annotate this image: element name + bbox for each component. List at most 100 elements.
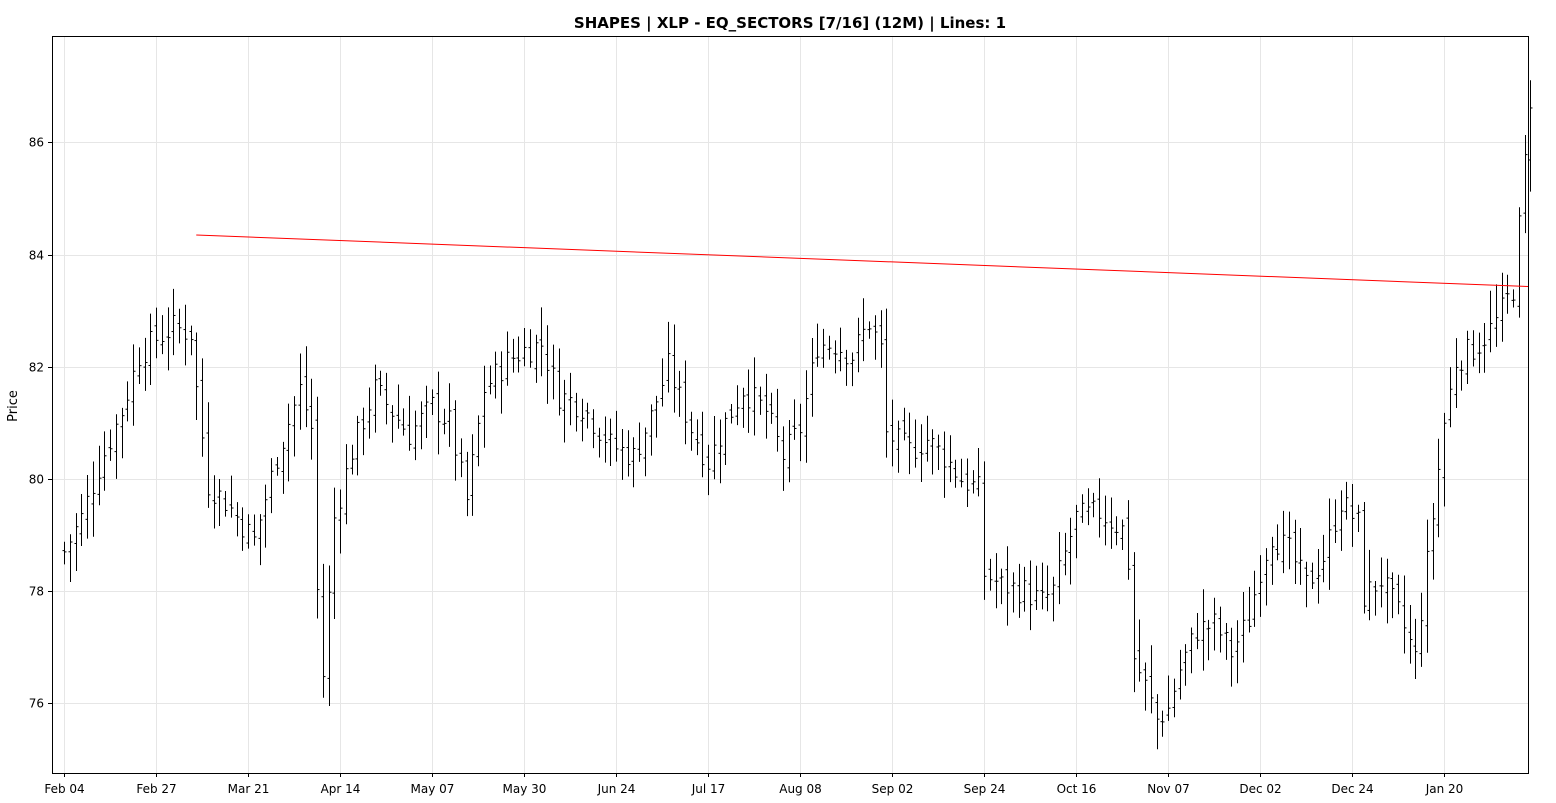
ohlc-bar (1287, 511, 1292, 570)
ohlc-bar (361, 407, 366, 456)
ohlc-bar (74, 513, 79, 571)
ohlc-bar (1189, 627, 1194, 674)
ohlc-bar (994, 553, 999, 609)
ohlc-bar (1488, 290, 1493, 353)
ohlc-bar (1321, 534, 1326, 583)
ohlc-bar (1482, 323, 1487, 373)
ohlc-bar (1500, 272, 1505, 342)
ohlc-bar (120, 407, 125, 459)
ohlc-bar (1057, 532, 1062, 605)
ohlc-bar (948, 435, 953, 483)
ohlc-bar (68, 534, 73, 583)
ohlc-bar (913, 419, 918, 468)
ohlc-bar (1183, 644, 1188, 686)
ohlc-bar (1281, 510, 1286, 574)
ohlc-bar (442, 408, 447, 435)
ohlc-bar (384, 372, 389, 425)
ohlc-bar (223, 490, 228, 517)
x-tick-label: Jul 17 (691, 782, 726, 796)
ohlc-bar (1143, 662, 1148, 711)
ohlc-bar (1132, 552, 1137, 693)
ohlc-bar (1270, 536, 1275, 585)
ohlc-bar (1109, 497, 1114, 549)
ohlc-bar (1097, 478, 1102, 538)
trendlines (196, 234, 1529, 288)
ohlc-bar (1293, 519, 1298, 585)
ohlc-bar (321, 563, 326, 698)
ohlc-bar (626, 430, 631, 477)
ohlc-bar (206, 402, 211, 508)
ohlc-bar (1402, 575, 1407, 654)
ohlc-bar (240, 507, 245, 551)
ohlc-bar (79, 494, 84, 547)
ohlc-bar (1459, 360, 1464, 391)
ohlc-bar (62, 541, 67, 565)
ohlc-bar (1350, 484, 1355, 547)
ohlc-bar (505, 331, 510, 386)
y-tick-label: 84 (29, 249, 44, 263)
ohlc-bar (1224, 622, 1229, 660)
x-tick-label: Mar 21 (228, 782, 270, 796)
x-tick-label: Dec 24 (1331, 782, 1373, 796)
ohlc-bar (1471, 330, 1476, 367)
y-tick-label: 82 (29, 361, 44, 375)
y-tick-label: 80 (29, 473, 44, 487)
ohlc-bar (453, 400, 458, 481)
ohlc-bar (850, 352, 855, 387)
ohlc-bar (1160, 710, 1165, 737)
ohlc-bar (177, 308, 182, 344)
ohlc-bar (85, 475, 90, 539)
ohlc-bar (235, 502, 240, 537)
ohlc-bar (1379, 557, 1384, 608)
ohlc-bar (1063, 532, 1068, 576)
ohlc-bar (258, 514, 263, 566)
ohlc-bar (735, 385, 740, 426)
ohlc-bar (1091, 492, 1096, 518)
ohlc-bar (390, 405, 395, 443)
ohlc-bar (551, 344, 556, 400)
ohlc-bar (879, 310, 884, 368)
ohlc-bar (1419, 592, 1424, 667)
ohlc-bar (1408, 605, 1413, 664)
ohlc-bar (1344, 481, 1349, 520)
ohlc-bar (1333, 499, 1338, 544)
ohlc-bar (217, 479, 222, 526)
ohlc-bar (476, 415, 481, 467)
ohlc-bar (1080, 494, 1085, 523)
ohlc-bar (815, 323, 820, 367)
ohlc-bar (723, 412, 728, 466)
ohlc-bar (108, 429, 113, 461)
ohlc-bar (1252, 570, 1257, 627)
x-tick-label: Dec 02 (1239, 782, 1281, 796)
ohlc-bar (1436, 438, 1441, 538)
ohlc-bar (1045, 565, 1050, 612)
x-tick-label: Nov 07 (1147, 782, 1190, 796)
ohlc-bar (1212, 597, 1217, 651)
ohlc-bar (97, 445, 102, 506)
ohlc-bar (562, 379, 567, 443)
ohlc-bar (1310, 562, 1315, 590)
ohlc-bar (212, 475, 217, 529)
ohlc-bar (1356, 504, 1361, 532)
ohlc-bar (666, 321, 671, 393)
trendline (196, 234, 1529, 288)
ohlc-bar (902, 407, 907, 441)
ohlc-bar (764, 373, 769, 439)
ohlc-bar (1172, 678, 1177, 718)
y-tick-label: 86 (29, 136, 44, 150)
ohlc-bar (413, 410, 418, 461)
x-tick-label: Sep 02 (872, 782, 914, 796)
ohlc-bar (1241, 592, 1246, 663)
ohlc-bar (672, 324, 677, 413)
ohlc-bar (1396, 574, 1401, 615)
ohlc-bar (718, 419, 723, 484)
ohlc-bar (1126, 500, 1131, 580)
chart-title: SHAPES | XLP - EQ_SECTORS [7/16] (12M) |… (574, 14, 1006, 33)
x-tick-label: Feb 04 (44, 782, 84, 796)
ohlc-bar (660, 358, 665, 407)
ohlc-bar (844, 349, 849, 386)
ohlc-bar (1425, 519, 1430, 653)
ohlc-bar (355, 415, 360, 476)
ohlc-bar (827, 335, 832, 360)
ohlc-bar (1316, 549, 1321, 604)
